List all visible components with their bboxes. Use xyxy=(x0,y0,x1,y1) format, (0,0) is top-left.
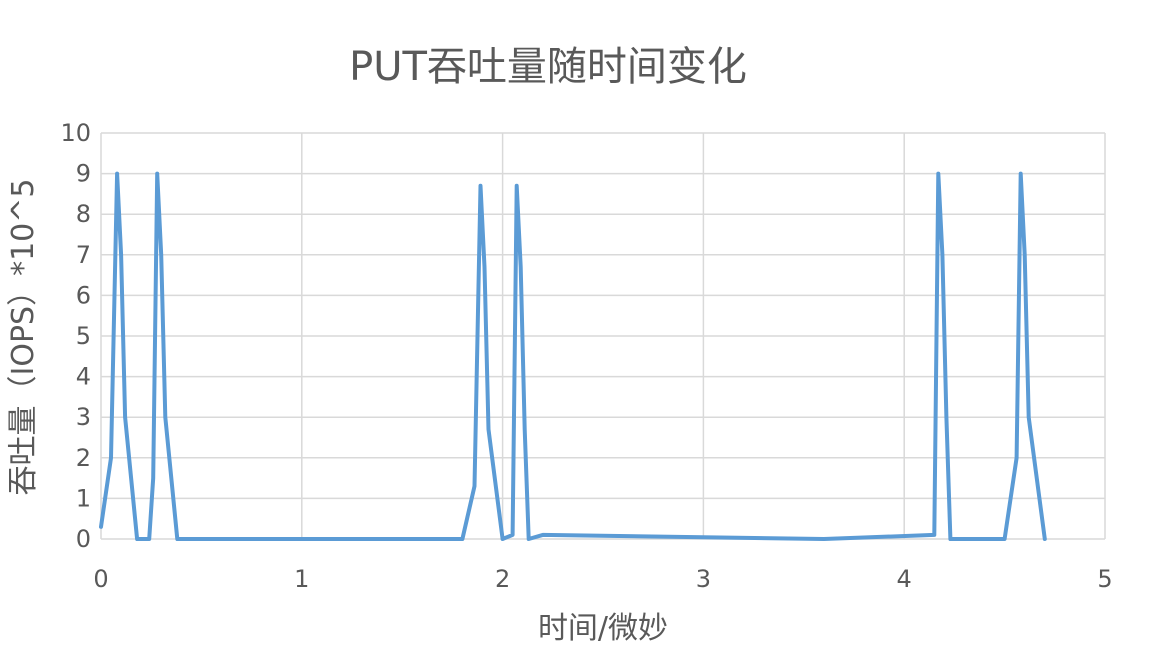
y-tick-label: 6 xyxy=(76,281,91,309)
data-point xyxy=(139,537,143,541)
data-point xyxy=(123,415,127,419)
data-point xyxy=(483,265,487,269)
chart-title: PUT吞吐量随时间变化 xyxy=(349,44,747,90)
data-point xyxy=(519,265,523,269)
data-point xyxy=(1015,456,1019,460)
y-tick-label: 4 xyxy=(76,363,91,391)
data-point xyxy=(944,415,948,419)
data-point xyxy=(1019,172,1023,176)
data-point xyxy=(1003,537,1007,541)
y-tick-label: 5 xyxy=(76,322,91,350)
y-tick-label: 8 xyxy=(76,200,91,228)
data-point xyxy=(99,525,103,529)
x-tick-label: 2 xyxy=(495,565,510,593)
y-tick-label: 7 xyxy=(76,241,91,269)
data-point xyxy=(501,537,505,541)
data-point xyxy=(1027,415,1031,419)
data-point xyxy=(487,427,491,431)
y-axis-label: 吞吐量（IOPS）*10^5 xyxy=(6,179,41,496)
data-point xyxy=(135,537,139,541)
y-axis-ticks: 0 1 2 3 4 5 6 7 8 9 10 xyxy=(60,119,91,553)
x-tick-label: 5 xyxy=(1097,565,1112,593)
data-point xyxy=(163,415,167,419)
data-point xyxy=(472,484,476,488)
x-tick-label: 1 xyxy=(294,565,309,593)
x-tick-label: 4 xyxy=(897,565,912,593)
data-point xyxy=(523,427,527,431)
x-axis-ticks: 0 1 2 3 4 5 xyxy=(93,565,1112,593)
data-point xyxy=(179,537,183,541)
y-tick-label: 0 xyxy=(76,525,91,553)
data-point xyxy=(948,537,952,541)
y-tick-label: 2 xyxy=(76,444,91,472)
y-tick-label: 9 xyxy=(76,160,91,188)
data-point xyxy=(159,253,163,257)
series-layer xyxy=(99,171,1047,541)
data-point xyxy=(175,537,179,541)
x-tick-label: 0 xyxy=(93,565,108,593)
data-point xyxy=(147,537,151,541)
data-point xyxy=(119,253,123,257)
y-tick-label: 10 xyxy=(60,119,91,147)
x-axis-label: 时间/微妙 xyxy=(538,611,668,646)
series-line xyxy=(99,171,1047,541)
data-point xyxy=(962,537,966,541)
data-point xyxy=(527,537,531,541)
data-point xyxy=(155,172,159,176)
y-tick-label: 1 xyxy=(76,484,91,512)
y-tick-label: 3 xyxy=(76,403,91,431)
grid-lines xyxy=(100,132,1106,540)
data-point xyxy=(115,172,119,176)
x-tick-label: 3 xyxy=(696,565,711,593)
data-point xyxy=(151,476,155,480)
data-point xyxy=(1023,253,1027,257)
data-point xyxy=(541,533,545,537)
data-point xyxy=(515,184,519,188)
data-point xyxy=(460,537,464,541)
data-point xyxy=(932,533,936,537)
data-point xyxy=(511,533,515,537)
data-point xyxy=(479,184,483,188)
data-point xyxy=(822,537,826,541)
data-point xyxy=(1043,537,1047,541)
data-point xyxy=(940,253,944,257)
data-point xyxy=(936,172,940,176)
data-point xyxy=(109,456,113,460)
